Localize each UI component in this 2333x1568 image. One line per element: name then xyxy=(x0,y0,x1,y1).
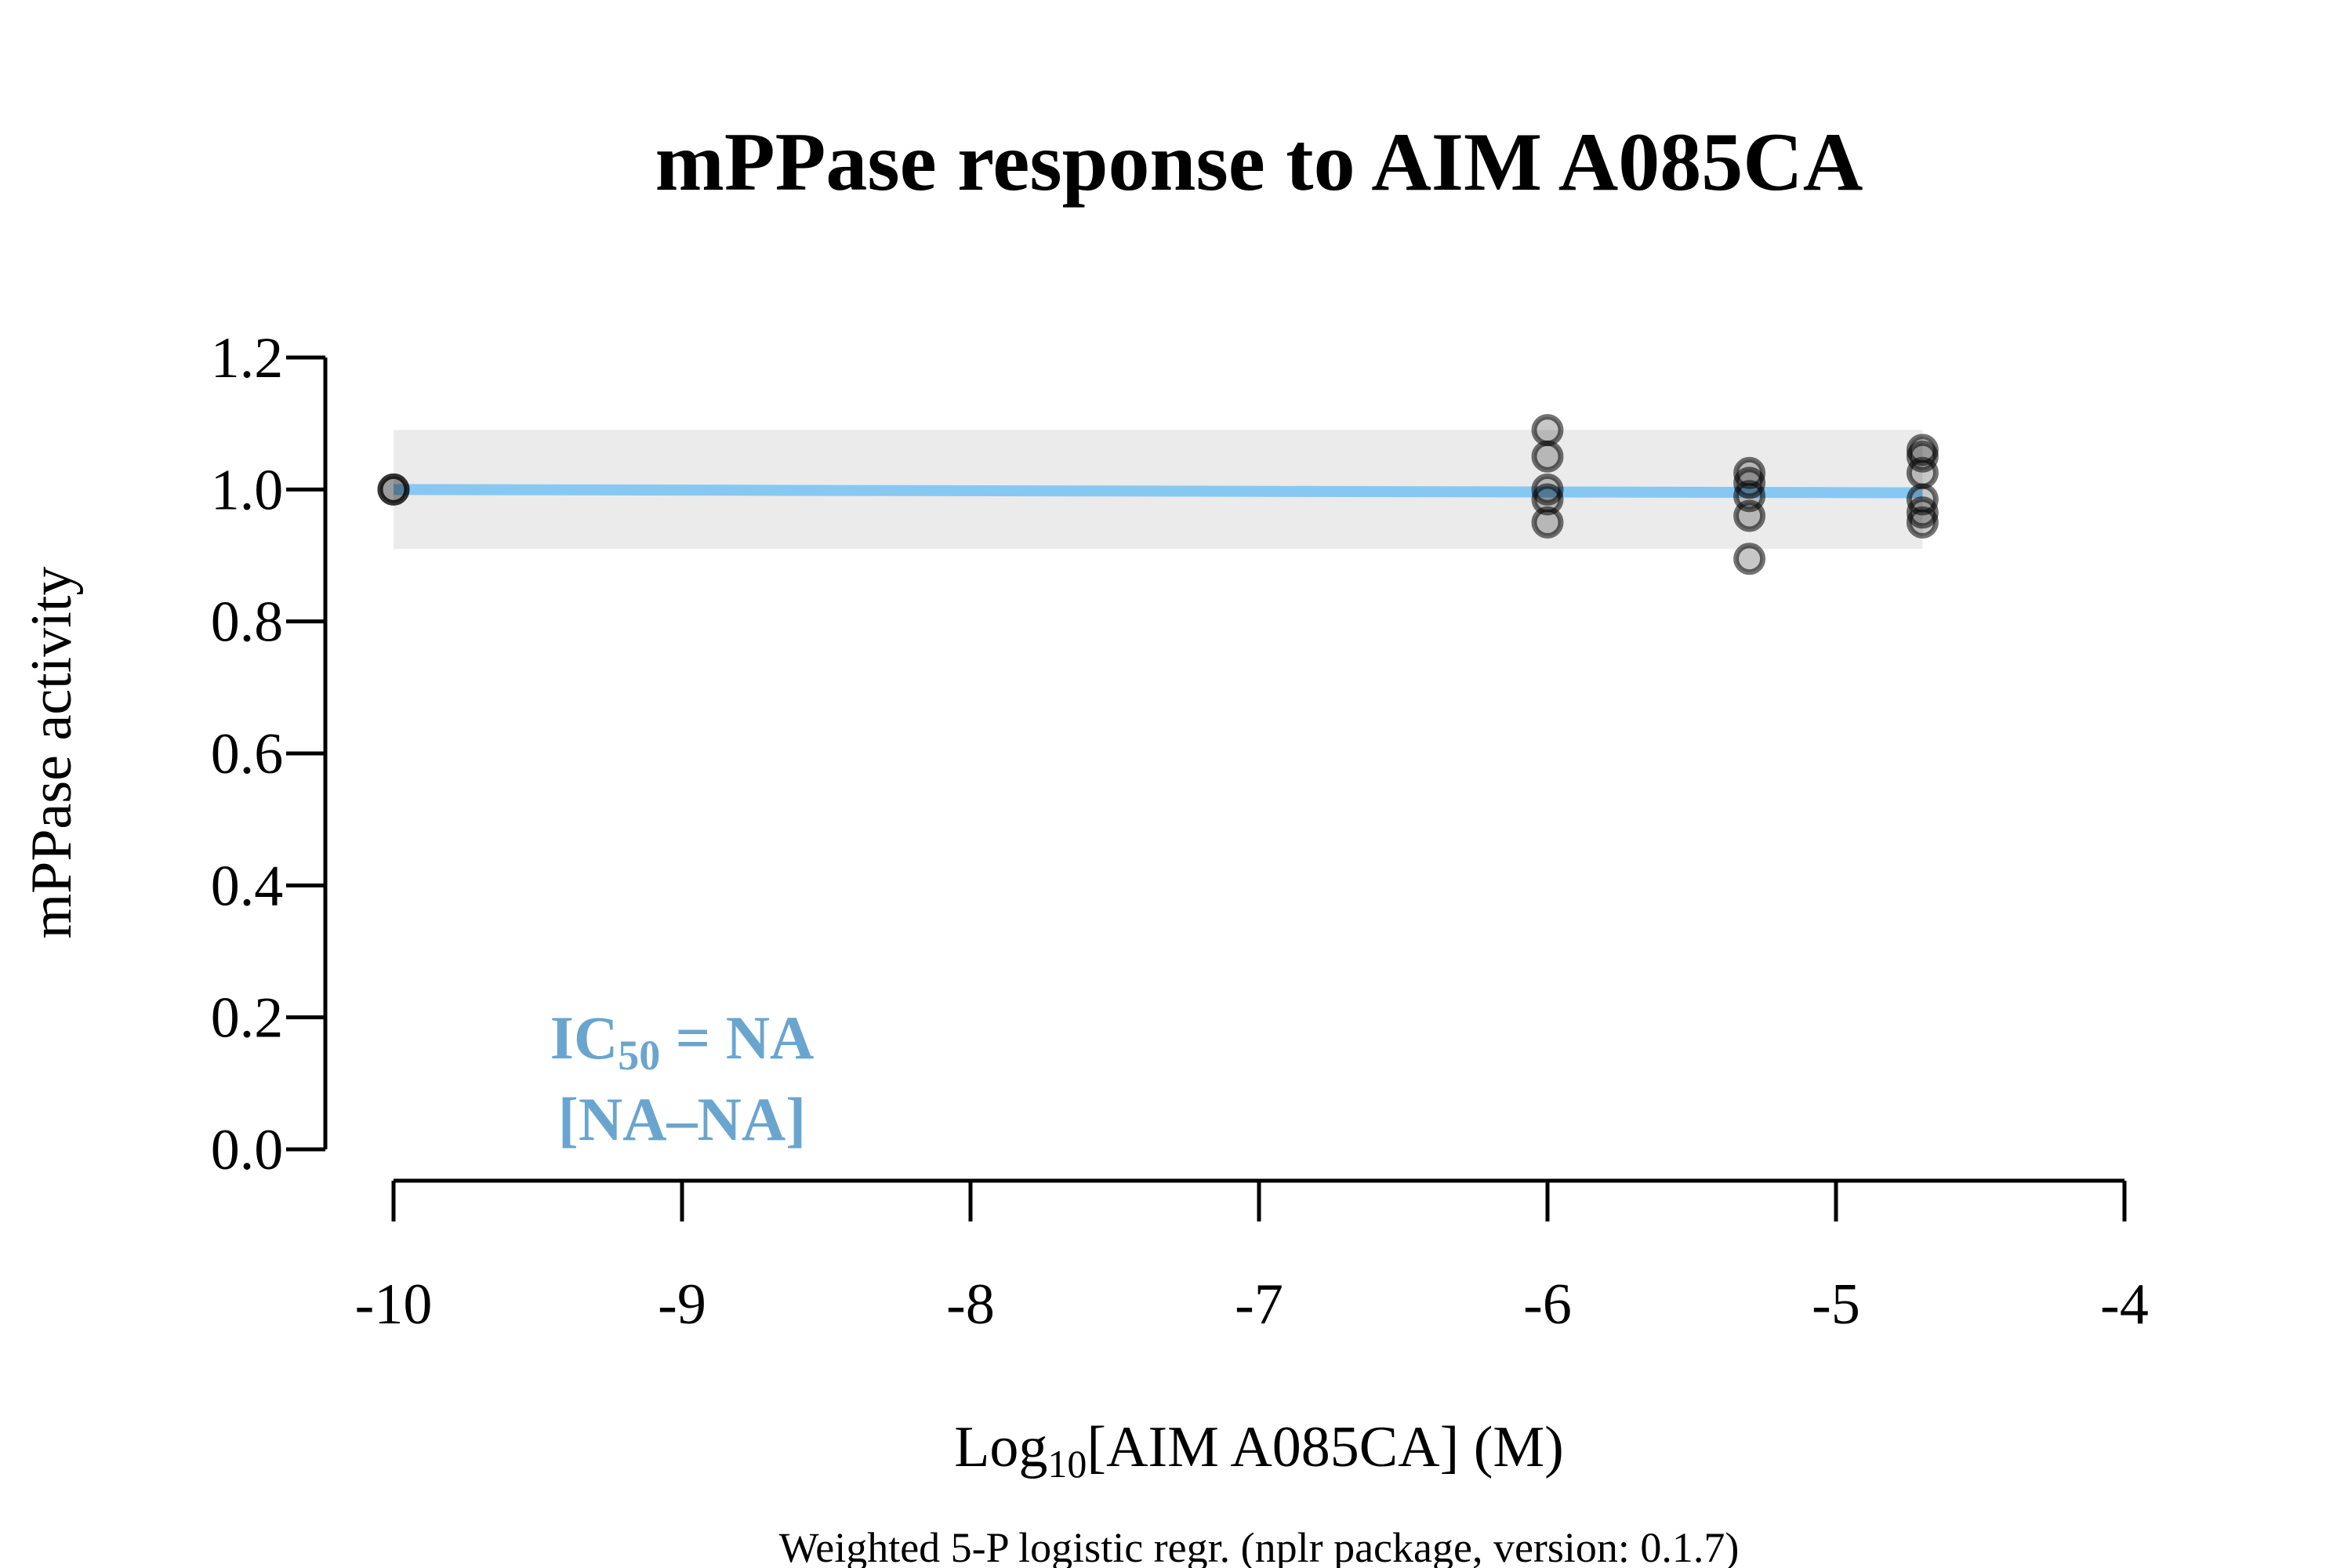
y-tick-label-5: 1.0 xyxy=(211,458,284,522)
x-tick-label-3: -7 xyxy=(1235,1272,1283,1337)
data-point-6 xyxy=(1531,483,1564,516)
fit-line xyxy=(393,484,1923,499)
data-point-18 xyxy=(1906,506,1939,539)
y-axis-label: mPPase activity xyxy=(20,567,84,939)
y-axis: 0.0 0.2 0.4 0.6 0.8 1.0 1.2 xyxy=(211,326,328,1182)
y-tick-label-6: 1.2 xyxy=(211,326,284,390)
x-axis-label-rest: [AIM A085CA] (M) xyxy=(1087,1415,1563,1479)
y-tick-label-1: 0.2 xyxy=(211,986,284,1051)
x-tick-label-2: -8 xyxy=(946,1272,995,1337)
y-tick-label-2: 0.4 xyxy=(211,854,284,918)
data-point-5 xyxy=(1531,473,1564,506)
data-point-4 xyxy=(1531,440,1564,473)
y-tick-label-4: 0.8 xyxy=(211,590,284,655)
x-axis-label: Log10[AIM A085CA] (M) xyxy=(954,1415,1564,1486)
x-tick-label-5: -5 xyxy=(1812,1272,1860,1337)
data-point-15 xyxy=(1906,456,1939,489)
x-tick-label-1: -9 xyxy=(658,1272,706,1337)
data-point-17 xyxy=(1906,496,1939,529)
x-axis-label-prefix: Log xyxy=(954,1415,1047,1479)
data-point-12 xyxy=(1733,543,1766,575)
ic50-annotation-prefix: IC xyxy=(550,1004,619,1072)
y-tick-label-0: 0.0 xyxy=(211,1118,284,1182)
data-point-3 xyxy=(1531,414,1564,447)
data-points-layer xyxy=(377,414,1939,575)
data-point-7 xyxy=(1531,506,1564,539)
x-tick-label-6: -4 xyxy=(2100,1272,2149,1337)
ic50-annotation-subscript: 50 xyxy=(618,1032,660,1079)
x-tick-label-0: -10 xyxy=(355,1272,433,1337)
footnote: Weighted 5-P logistic regr. (nplr packag… xyxy=(779,1524,1740,1568)
x-axis: -10 -9 -8 -7 -6 -5 -4 xyxy=(355,1178,2149,1337)
data-point-8 xyxy=(1733,456,1766,489)
data-point-11 xyxy=(1733,499,1766,532)
ic50-interval-annotation: [NA–NA] xyxy=(558,1085,806,1153)
ic50-annotation-value: = NA xyxy=(660,1004,814,1072)
y-tick-label-3: 0.6 xyxy=(211,722,284,786)
x-axis-label-subscript: 10 xyxy=(1047,1442,1087,1486)
data-point-2 xyxy=(377,473,410,506)
fit-line-layer xyxy=(393,484,1923,499)
chart-title: mPPase response to AIM A085CA xyxy=(655,116,1863,208)
ic50-annotation: IC50 = NA xyxy=(550,1004,815,1079)
x-tick-label-4: -6 xyxy=(1523,1272,1572,1337)
